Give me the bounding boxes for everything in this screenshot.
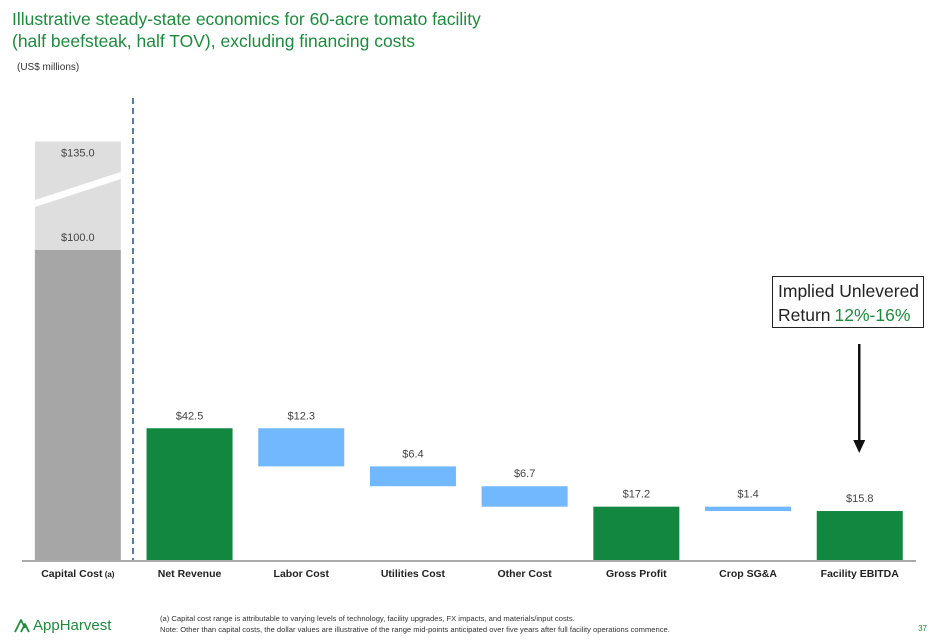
page-number: 37 — [918, 624, 927, 633]
title-line-1: Illustrative steady-state economics for … — [12, 9, 481, 29]
x-tick-label-utilities-cost: Utilities Cost — [381, 568, 446, 580]
data-label-facility-ebitda: $15.8 — [846, 493, 874, 505]
footnote-a: (a) Capital cost range is attributable t… — [160, 614, 575, 623]
return-callout: Implied Unlevered Return 12%-16% — [772, 276, 924, 328]
bar-capital-cost-low — [34, 250, 121, 560]
bar-labor-cost — [258, 428, 345, 467]
chart-title: Illustrative steady-state economics for … — [12, 8, 712, 52]
data-label-capital-high: $135.0 — [61, 148, 95, 160]
x-tick-label-other-cost: Other Cost — [498, 568, 553, 580]
x-tick-label-crop-sg-a: Crop SG&A — [719, 568, 777, 580]
data-label-other-cost: $6.7 — [514, 468, 535, 480]
bar-utilities-cost — [369, 466, 456, 487]
x-tick-label-net-revenue: Net Revenue — [158, 568, 222, 580]
appharvest-logo: AppHarvest — [14, 617, 111, 634]
data-label-capital-low: $100.0 — [61, 232, 95, 244]
x-tick-label-capital-cost: Capital Cost (a) — [41, 568, 115, 580]
appharvest-logo-icon — [14, 618, 30, 632]
data-label-labor-cost: $12.3 — [287, 410, 315, 422]
title-line-2: (half beefsteak, half TOV), excluding fi… — [12, 31, 416, 51]
data-label-utilities-cost: $6.4 — [402, 448, 423, 460]
callout-return-label: Return — [778, 305, 831, 325]
callout-return-value: 12%-16% — [834, 305, 911, 325]
units-label: (US$ millions) — [17, 62, 80, 73]
x-tick-label-labor-cost: Labor Cost — [274, 568, 330, 580]
footnote-note: Note: Other than capital costs, the doll… — [160, 624, 670, 634]
bar-facility-ebitda — [816, 511, 903, 560]
x-tick-label-facility-ebitda: Facility EBITDA — [821, 568, 900, 580]
bar-other-cost — [481, 486, 568, 507]
data-label-gross-profit: $17.2 — [623, 489, 651, 501]
brand-name: AppHarvest — [33, 617, 112, 634]
x-tick-label-suffix: (a) — [102, 570, 114, 579]
axis-break-mark — [34, 172, 121, 207]
callout-line-1: Implied Unlevered — [778, 281, 920, 301]
callout-arrow-head — [853, 440, 866, 453]
x-tick-label-gross-profit: Gross Profit — [606, 568, 667, 580]
callout-line-2: Return 12%-16% — [778, 303, 923, 327]
bar-net-revenue — [146, 428, 233, 560]
bar-crop-sg-a — [705, 506, 792, 512]
footnotes: (a) Capital cost range is attributable t… — [160, 614, 670, 635]
data-label-net-revenue: $42.5 — [176, 410, 204, 422]
data-label-crop-sg-a: $1.4 — [737, 489, 758, 501]
waterfall-chart: $135.0 $100.0 $42.5 $12.3 $6.4 $6.7 $17.2 $1.4 $… — [22, 98, 916, 580]
bar-gross-profit — [593, 506, 680, 560]
